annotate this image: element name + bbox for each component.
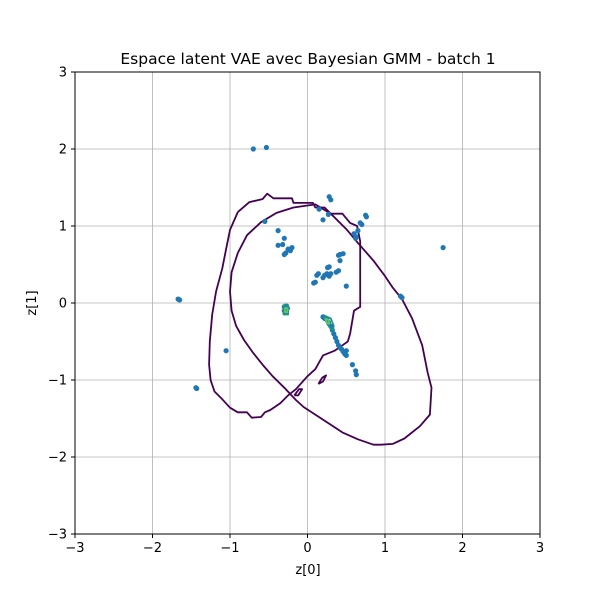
x-tick-label: −2 xyxy=(143,541,162,556)
x-tick-label: 0 xyxy=(303,541,311,556)
data-point xyxy=(177,297,183,303)
contour-line-outer xyxy=(229,203,433,446)
data-point xyxy=(328,197,334,203)
contour-lines xyxy=(208,192,433,446)
chart-title: Espace latent VAE avec Bayesian GMM - ba… xyxy=(120,50,495,68)
y-tick-label: 1 xyxy=(59,220,67,235)
data-point xyxy=(285,246,291,252)
data-point xyxy=(335,268,342,274)
data-point xyxy=(193,385,199,391)
data-point xyxy=(275,242,281,248)
data-point xyxy=(353,235,359,241)
data-point xyxy=(250,146,256,152)
data-point xyxy=(440,245,446,251)
data-point xyxy=(263,144,269,151)
data-point xyxy=(337,258,343,264)
data-point xyxy=(332,335,338,341)
x-tick-label: −3 xyxy=(65,541,84,556)
data-point xyxy=(281,251,287,258)
data-point xyxy=(275,228,281,234)
contour-line-outer xyxy=(293,388,304,397)
data-point xyxy=(359,221,365,228)
data-point xyxy=(343,283,349,289)
x-axis-label: z[0] xyxy=(295,563,320,578)
data-point xyxy=(325,265,331,271)
data-point xyxy=(335,252,342,258)
y-tick-label: 2 xyxy=(59,143,67,158)
x-tick-label: −1 xyxy=(220,541,239,556)
x-tick-label: 1 xyxy=(381,541,389,556)
data-point xyxy=(280,241,286,248)
data-point xyxy=(281,235,287,241)
data-point xyxy=(355,228,361,234)
data-point xyxy=(312,279,318,285)
data-point xyxy=(343,348,349,354)
y-axis-ticks: −3 −2 −1 0 1 2 3 xyxy=(48,66,75,543)
scatter-points xyxy=(175,144,446,392)
y-tick-label: −2 xyxy=(48,451,67,466)
data-point xyxy=(325,211,331,217)
y-tick-label: 3 xyxy=(59,66,67,81)
y-tick-label: −3 xyxy=(48,528,67,543)
data-point xyxy=(328,271,334,277)
data-point xyxy=(289,245,295,251)
data-point xyxy=(316,206,322,212)
data-point xyxy=(363,214,369,220)
data-point xyxy=(340,251,346,257)
data-point xyxy=(320,217,326,223)
y-tick-label: 0 xyxy=(59,297,67,312)
y-axis-label: z[1] xyxy=(25,290,40,315)
data-point xyxy=(262,218,268,224)
data-point xyxy=(349,362,355,368)
contour-inner-levels xyxy=(282,303,335,332)
data-point xyxy=(343,352,349,358)
data-point xyxy=(353,372,359,378)
contour-line-mid xyxy=(282,303,290,316)
contour-line-peak xyxy=(324,317,331,325)
contour-line-outer xyxy=(317,374,328,385)
x-tick-label: 3 xyxy=(536,541,544,556)
y-tick-label: −1 xyxy=(48,374,67,389)
x-axis-ticks: −3 −2 −1 0 1 2 3 xyxy=(65,534,544,556)
data-point xyxy=(399,295,405,301)
data-point xyxy=(223,348,229,354)
x-tick-label: 2 xyxy=(458,541,466,556)
data-point xyxy=(314,272,320,278)
contour-line-peak xyxy=(284,306,289,314)
